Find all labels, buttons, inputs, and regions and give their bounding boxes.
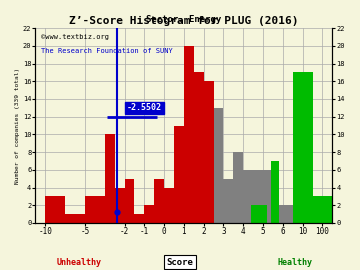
- Bar: [293, 205, 303, 223]
- Y-axis label: Number of companies (339 total): Number of companies (339 total): [15, 68, 20, 184]
- Bar: [144, 205, 154, 223]
- Text: Unhealthy: Unhealthy: [57, 258, 102, 266]
- Text: The Research Foundation of SUNY: The Research Foundation of SUNY: [41, 48, 173, 54]
- Bar: [85, 196, 105, 223]
- Bar: [105, 134, 114, 223]
- Bar: [224, 179, 233, 223]
- Bar: [233, 152, 243, 223]
- Bar: [45, 196, 65, 223]
- Bar: [303, 205, 312, 223]
- Text: ©www.textbiz.org: ©www.textbiz.org: [41, 34, 109, 40]
- Text: Sector: Energy: Sector: Energy: [146, 15, 221, 24]
- Bar: [259, 205, 267, 223]
- Bar: [213, 108, 224, 223]
- Bar: [263, 170, 273, 223]
- Bar: [134, 214, 144, 223]
- Bar: [243, 170, 253, 223]
- Bar: [184, 46, 194, 223]
- Bar: [114, 188, 125, 223]
- Bar: [154, 179, 164, 223]
- Bar: [251, 205, 259, 223]
- Bar: [283, 205, 293, 223]
- Title: Z’-Score Histogram for PLUG (2016): Z’-Score Histogram for PLUG (2016): [69, 16, 299, 26]
- Bar: [174, 126, 184, 223]
- Bar: [164, 188, 174, 223]
- Bar: [204, 81, 213, 223]
- Bar: [273, 205, 283, 223]
- Bar: [293, 72, 312, 223]
- Bar: [125, 179, 134, 223]
- Bar: [194, 72, 204, 223]
- Bar: [271, 161, 279, 223]
- Text: -2.5502: -2.5502: [127, 103, 162, 112]
- Bar: [253, 170, 263, 223]
- Bar: [65, 214, 85, 223]
- Text: Healthy: Healthy: [278, 258, 313, 266]
- Text: Score: Score: [167, 258, 193, 266]
- Bar: [312, 196, 332, 223]
